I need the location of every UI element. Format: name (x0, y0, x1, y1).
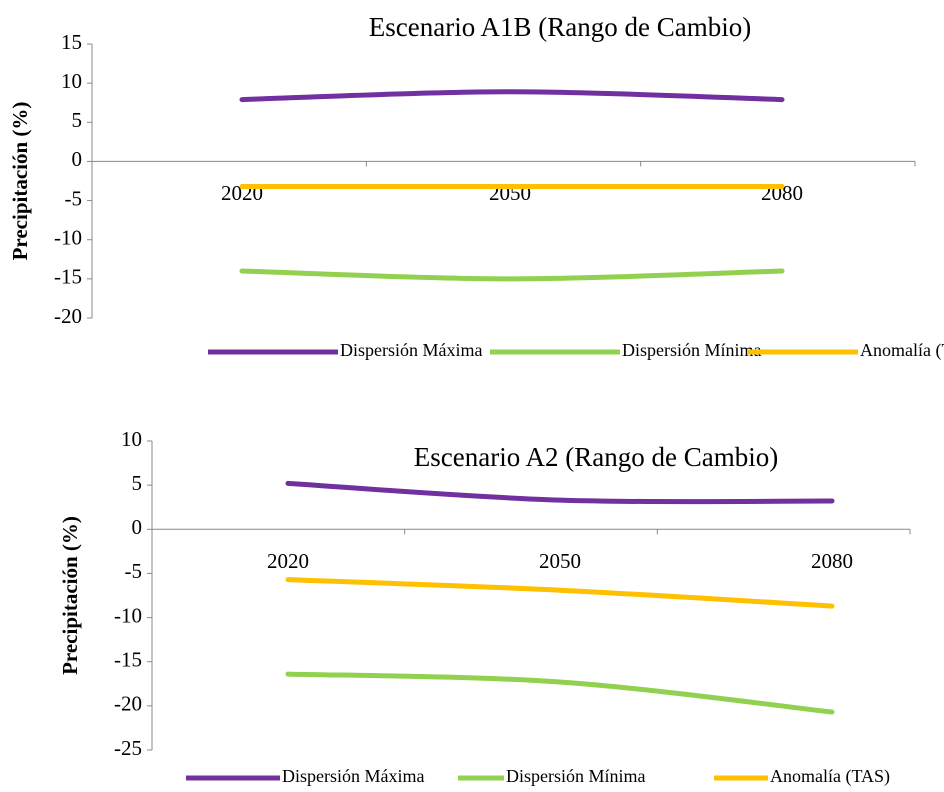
y-tick-label: -15 (114, 648, 142, 672)
y-tick-label: -25 (114, 736, 142, 760)
y-tick-label: 5 (132, 471, 143, 495)
y-tick-label: -15 (54, 265, 82, 289)
legend-label: Dispersión Máxima (340, 340, 482, 360)
series-line (239, 89, 785, 103)
legend-label: Dispersión Mínima (622, 340, 762, 360)
y-tick-label: 0 (132, 515, 143, 539)
y-tick-label: -5 (125, 559, 143, 583)
y-tick-label: 5 (72, 108, 83, 132)
y-tick-label: 15 (61, 30, 82, 54)
legend-label: Anomalía (TAS) (770, 766, 890, 787)
y-tick-label: 10 (61, 69, 82, 93)
y-axis-label: Precipitación (%) (8, 102, 32, 261)
y-tick-label: -20 (54, 304, 82, 328)
y-tick-label: 0 (72, 147, 83, 171)
y-tick-label: -20 (114, 692, 142, 716)
legend-label: Dispersión Mínima (506, 766, 646, 786)
y-tick-label: -5 (65, 186, 83, 210)
y-axis-label: Precipitación (%) (58, 516, 82, 675)
x-tick-label: 2020 (267, 549, 309, 573)
x-tick-label: 2080 (811, 549, 853, 573)
x-tick-label: 2050 (539, 549, 581, 573)
legend-label: Dispersión Máxima (282, 766, 424, 786)
legend-label: Anomalía (TAS) (860, 340, 944, 361)
series-line (285, 480, 835, 505)
y-tick-label: -10 (54, 226, 82, 250)
series-line (285, 577, 835, 609)
y-tick-label: -10 (114, 603, 142, 627)
chart-title: Escenario A2 (Rango de Cambio) (414, 442, 778, 472)
series-line (285, 671, 835, 715)
series-line (239, 268, 785, 282)
chart-title: Escenario A1B (Rango de Cambio) (369, 12, 751, 42)
y-tick-label: 10 (121, 427, 142, 451)
